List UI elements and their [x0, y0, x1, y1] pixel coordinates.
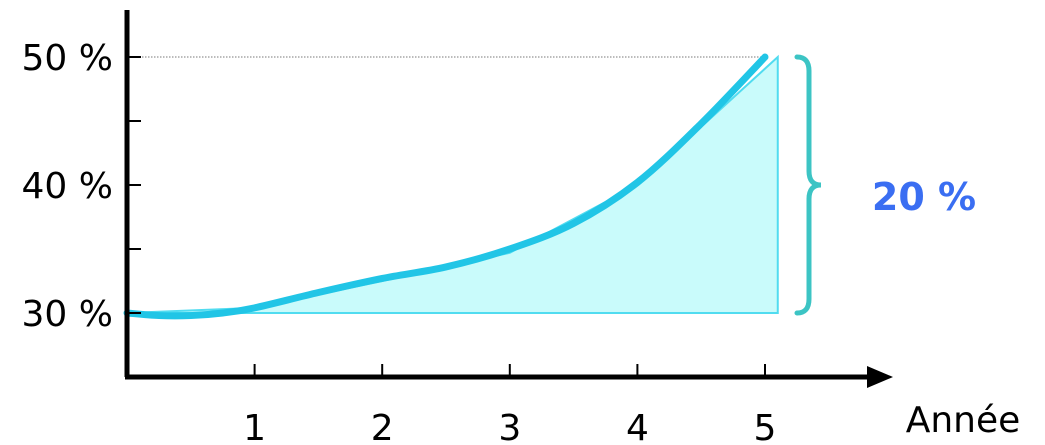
annotation-layer: 20 % — [794, 54, 976, 316]
label-layer: 1 2 3 4 5 30 % 40 % 50 % Année — [22, 38, 1021, 445]
shaded-area — [126, 54, 779, 314]
x-tick-label: 2 — [371, 408, 394, 445]
x-tick-label: 5 — [754, 408, 777, 445]
y-tick-label: 50 % — [22, 38, 113, 79]
axis-layer — [124, 10, 893, 388]
series-line-0 — [123, 53, 769, 320]
area-layer — [126, 54, 779, 314]
line-layer — [123, 53, 769, 320]
annotation-label: 20 % — [872, 175, 976, 219]
x-tick-label: 3 — [498, 408, 521, 445]
x-tick-label: 4 — [626, 408, 649, 445]
x-tick-label: 1 — [243, 408, 266, 445]
brace-annotation — [794, 54, 822, 316]
x-axis-label: Année — [906, 400, 1021, 441]
x-axis-arrowhead — [867, 366, 893, 388]
y-tick-label: 30 % — [22, 294, 113, 335]
y-tick-label: 40 % — [22, 166, 113, 207]
